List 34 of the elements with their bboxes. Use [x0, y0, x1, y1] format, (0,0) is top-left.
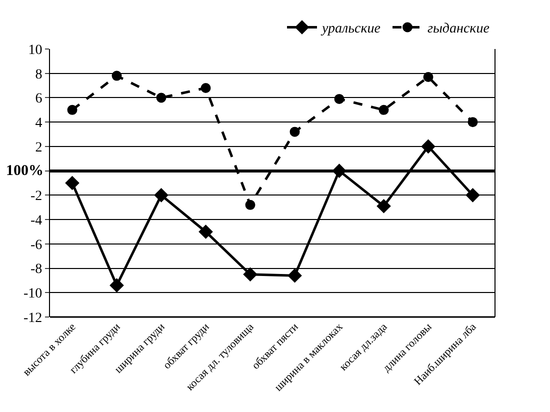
- y-tick-label: 8: [35, 67, 42, 82]
- point: [376, 199, 391, 214]
- point: [156, 92, 166, 103]
- point: [290, 126, 300, 137]
- y-tick-label: -6: [30, 238, 42, 253]
- y-tick-label: 4: [35, 116, 42, 131]
- point: [67, 104, 78, 115]
- point: [243, 267, 258, 282]
- y-tick-label: -10: [24, 286, 42, 302]
- legend-label: гыданские: [427, 22, 490, 37]
- point: [288, 268, 302, 283]
- legend-label: уральские: [320, 22, 380, 37]
- point: [466, 188, 480, 202]
- point: [421, 139, 436, 154]
- point: [154, 188, 168, 202]
- point: [110, 278, 124, 292]
- point: [334, 94, 344, 104]
- y-tick-label: -2: [30, 189, 42, 204]
- y-tick-label: 6: [35, 92, 42, 107]
- point: [200, 82, 211, 93]
- point: [378, 104, 389, 115]
- y-tick-label: -8: [30, 262, 42, 278]
- point: [245, 200, 256, 210]
- y-tick-label: 2: [35, 140, 42, 156]
- point: [65, 176, 80, 190]
- point: [468, 117, 478, 128]
- y-tick-label: -4: [30, 213, 42, 228]
- point: [332, 164, 346, 178]
- y-tick-label: -12: [24, 310, 42, 326]
- point: [423, 72, 434, 82]
- text: 100%: [6, 163, 44, 179]
- y-tick-label: 10: [28, 42, 42, 58]
- point: [198, 224, 213, 239]
- point: [112, 70, 122, 81]
